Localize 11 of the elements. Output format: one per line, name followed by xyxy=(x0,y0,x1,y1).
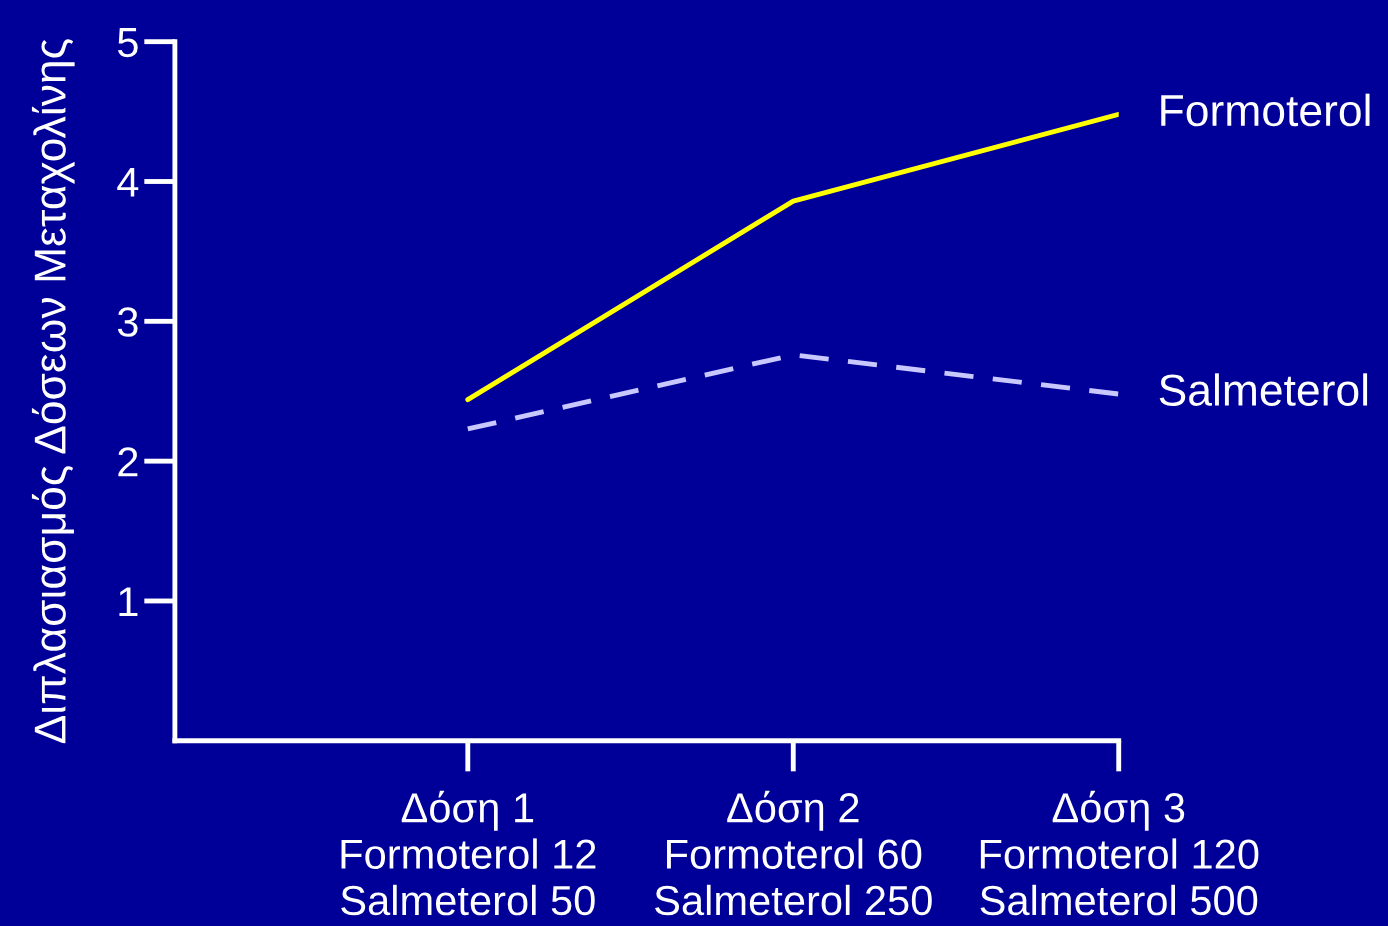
y-tick-label: 1 xyxy=(119,587,138,617)
x-tick-label: Δόση 2 Formoterol 60 Salmeterol 250 xyxy=(655,790,932,916)
x-tick-label: Δόση 3 Formoterol 120 Salmeterol 500 xyxy=(980,790,1259,916)
y-tick-label: 2 xyxy=(118,447,138,477)
series-label: Salmeterol xyxy=(1159,373,1368,406)
y-tick-label: 3 xyxy=(117,307,138,337)
y-axis-title: Διπλασιασμός Δόσεων Μεταχολίνης xyxy=(31,39,75,744)
y-tick-label: 4 xyxy=(117,167,139,197)
x-tick-label: Δόση 1 Formoterol 12 Salmeterol 50 xyxy=(341,790,596,916)
series-label: Formoterol xyxy=(1161,93,1370,127)
y-tick-label: 5 xyxy=(117,28,138,58)
